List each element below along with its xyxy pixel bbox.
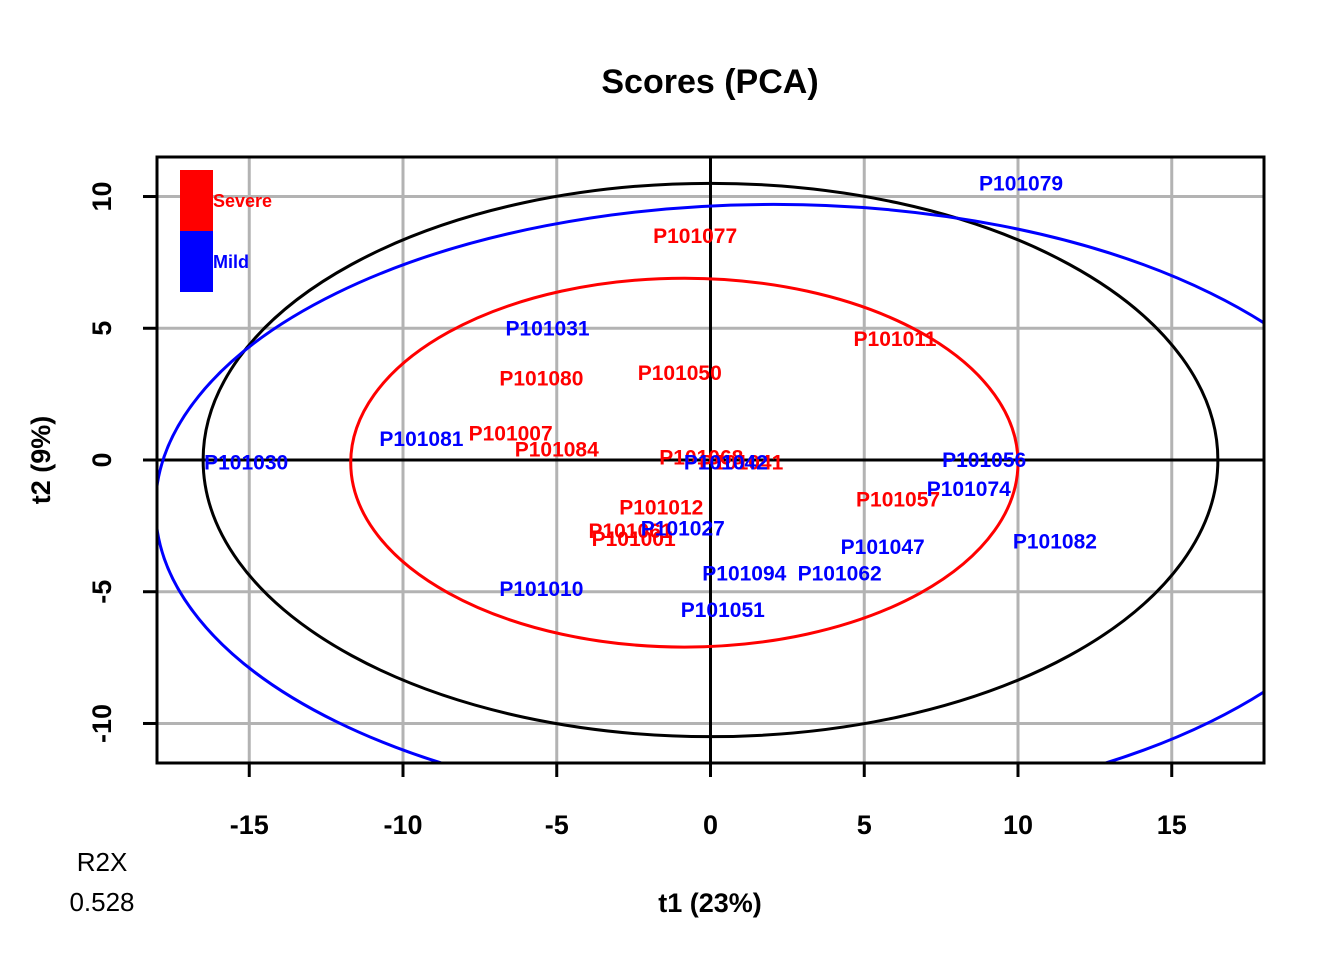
legend-swatch (180, 170, 213, 231)
score-point-label: P101042 (684, 452, 768, 475)
y-tick-label: -10 (87, 704, 117, 743)
r2x-label: R2X (77, 847, 128, 877)
score-point-label: P101007 (469, 423, 553, 446)
score-point-label: P101077 (653, 225, 737, 248)
x-tick-label: 10 (1003, 810, 1033, 840)
confidence-ellipse (157, 203, 1264, 763)
score-point-label: P101094 (702, 562, 786, 585)
score-point-label: P101031 (505, 317, 589, 340)
score-point-label: P101056 (942, 449, 1026, 472)
legend: Severe Mild (180, 170, 272, 292)
y-tick-label: -5 (87, 580, 117, 604)
score-point-label: P101051 (681, 599, 765, 622)
score-point-label: P101084 (515, 438, 599, 461)
score-point-label: P101047 (841, 536, 925, 559)
score-point-label: P101001 (592, 528, 676, 551)
x-tick-label: -10 (383, 810, 422, 840)
score-point-label: P101050 (638, 362, 722, 385)
score-point-label: P101082 (1013, 531, 1097, 554)
score-point-label: P101012 (619, 496, 703, 519)
score-point-label: P101081 (379, 428, 463, 451)
score-point-label: P101027 (641, 518, 725, 541)
chart-title: Scores (PCA) (601, 63, 818, 101)
confidence-ellipse (201, 181, 1220, 739)
zero-axes (157, 157, 1264, 763)
score-point-label: P101080 (499, 367, 583, 390)
confidence-ellipse (349, 276, 1020, 649)
x-tick-label: 0 (703, 810, 718, 840)
y-tick-label: 10 (87, 181, 117, 211)
legend-label: Mild (213, 252, 249, 272)
score-point-label: P101068 (659, 446, 743, 469)
score-point-label: P101030 (204, 452, 288, 475)
x-axis-ticks: -15 -10 -5 0 5 10 15 (230, 763, 1187, 840)
legend-swatch (180, 231, 213, 292)
legend-label: Severe (213, 191, 272, 211)
score-point-label: P101061 (589, 520, 673, 543)
score-point-label: P101057 (856, 489, 940, 512)
score-point-label: P101079 (979, 172, 1063, 195)
x-tick-label: 5 (857, 810, 872, 840)
score-point-label: P101062 (798, 562, 882, 585)
y-tick-label: 0 (87, 452, 117, 467)
score-point-label: P101010 (499, 578, 583, 601)
y-axis-ticks: -10 -5 0 5 10 (87, 181, 157, 743)
x-tick-label: -15 (230, 810, 269, 840)
x-tick-label: -5 (545, 810, 569, 840)
score-point-label: P101074 (927, 478, 1011, 501)
x-axis-label: t1 (23%) (658, 888, 762, 918)
x-tick-label: 15 (1157, 810, 1187, 840)
y-axis-label: t2 (9%) (26, 416, 56, 505)
r2x-value: 0.528 (69, 887, 134, 917)
confidence-ellipses (157, 181, 1264, 763)
score-point-label: P101041 (699, 452, 783, 475)
score-point-label: P101011 (854, 328, 937, 351)
y-tick-label: 5 (87, 321, 117, 336)
